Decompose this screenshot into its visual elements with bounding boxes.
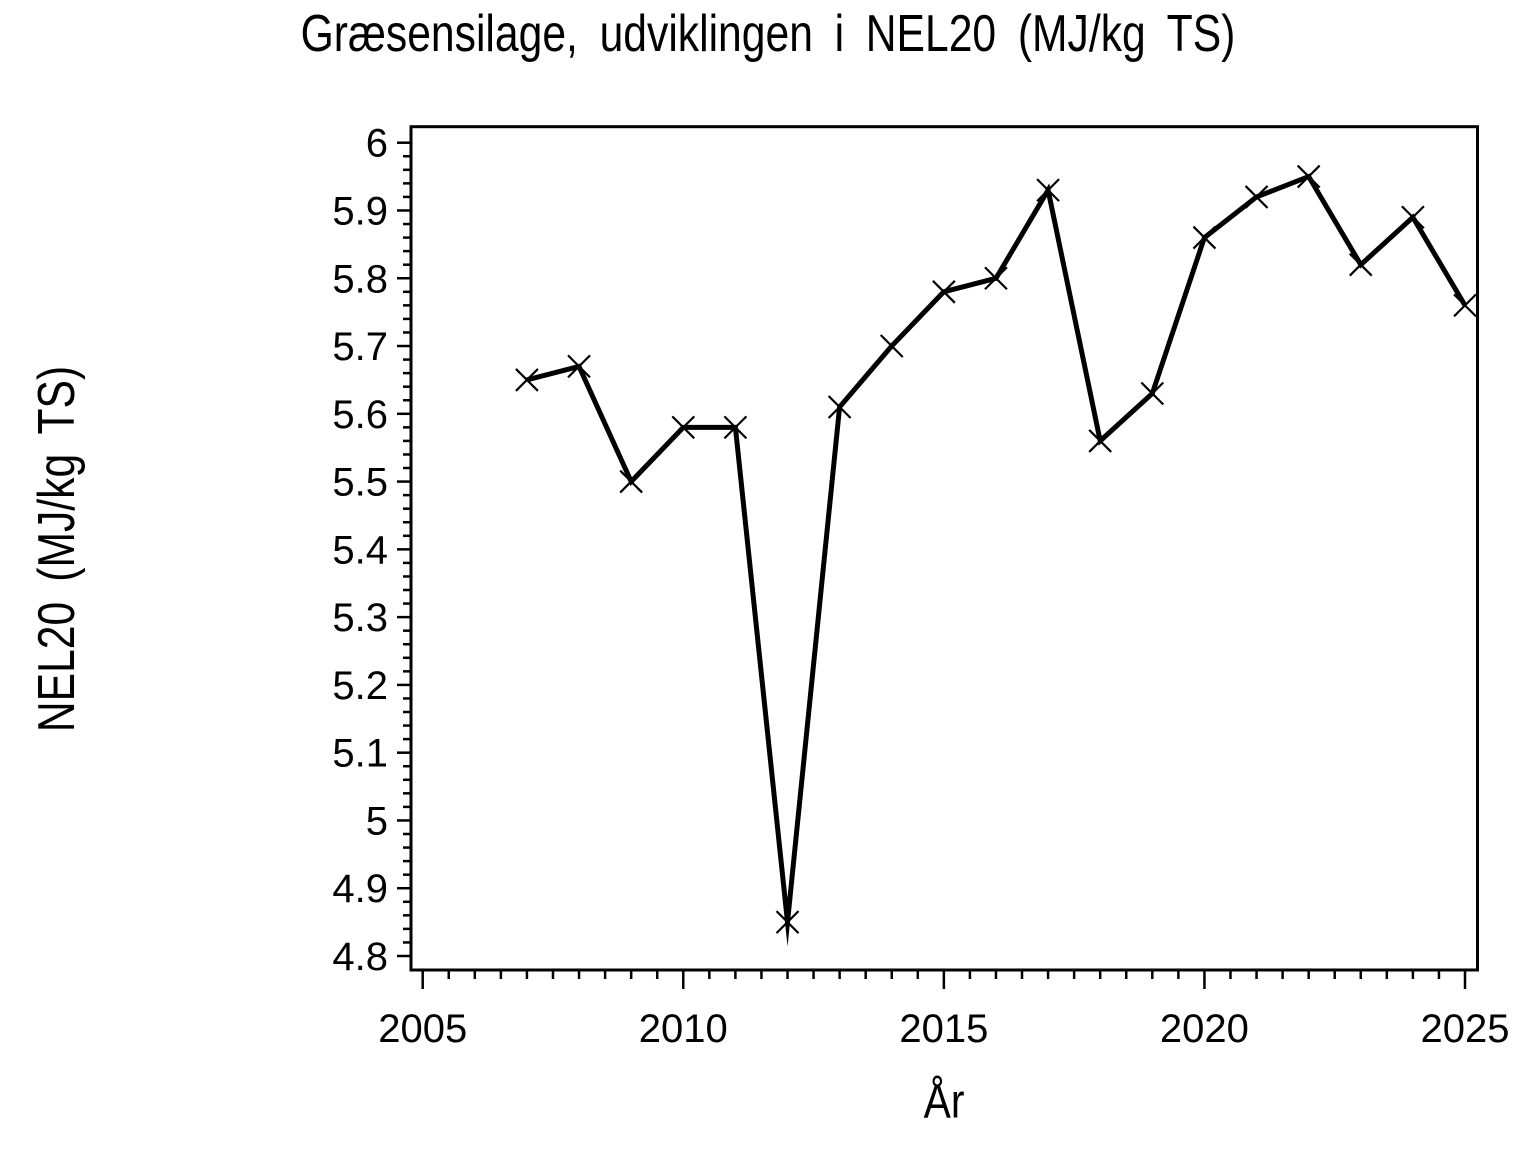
y-tick-label: 5 — [366, 799, 388, 843]
data-point-marker — [723, 415, 748, 440]
x-axis-label: År — [923, 1075, 965, 1129]
x-tick-label: 2015 — [899, 1007, 988, 1051]
data-point-marker — [1348, 252, 1373, 277]
data-point-marker — [1244, 185, 1269, 209]
chart-title-text: Græsensilage, udviklingen i NEL20 (MJ/kg… — [300, 5, 1236, 63]
data-line — [526, 173, 1468, 947]
data-point-marker — [984, 266, 1008, 291]
y-tick-label: 5.9 — [332, 189, 388, 233]
data-point-marker — [1401, 205, 1425, 230]
data-point-marker — [1036, 178, 1060, 202]
x-tick-label: 2025 — [1421, 1007, 1510, 1051]
data-point-marker — [932, 280, 956, 304]
data-point-marker — [775, 910, 800, 934]
plot-frame — [409, 125, 1479, 972]
y-tick-label: 6 — [366, 122, 388, 166]
data-point-marker — [1192, 225, 1217, 250]
y-tick-label: 5.5 — [332, 461, 388, 505]
data-point-marker — [1453, 293, 1477, 318]
data-point-marker — [879, 334, 904, 358]
data-point-marker — [1140, 381, 1165, 406]
x-tick-label: 2020 — [1160, 1007, 1249, 1051]
y-tick-label: 4.9 — [332, 867, 388, 911]
y-tick-label: 5.2 — [332, 664, 388, 708]
y-tick-label: 5.1 — [332, 732, 388, 776]
y-tick-label: 5.8 — [332, 257, 388, 301]
data-point-marker — [515, 368, 539, 392]
y-tick-label: 5.7 — [332, 325, 388, 369]
x-tick-label: 2005 — [378, 1007, 467, 1051]
y-tick-label: 5.3 — [332, 596, 388, 640]
x-tick-label: 2010 — [639, 1007, 728, 1051]
y-tick-label: 4.8 — [332, 935, 388, 979]
data-point-marker — [619, 469, 643, 494]
y-tick-label: 5.6 — [332, 393, 388, 437]
y-tick-label: 5.4 — [332, 528, 388, 572]
data-point-marker — [671, 415, 696, 440]
data-point-marker — [1088, 429, 1112, 453]
data-point-marker — [567, 354, 591, 379]
data-point-marker — [827, 395, 852, 419]
data-point-marker — [1296, 164, 1321, 189]
chart-title: Græsensilage, udviklingen i NEL20 (MJ/kg… — [0, 5, 1536, 63]
